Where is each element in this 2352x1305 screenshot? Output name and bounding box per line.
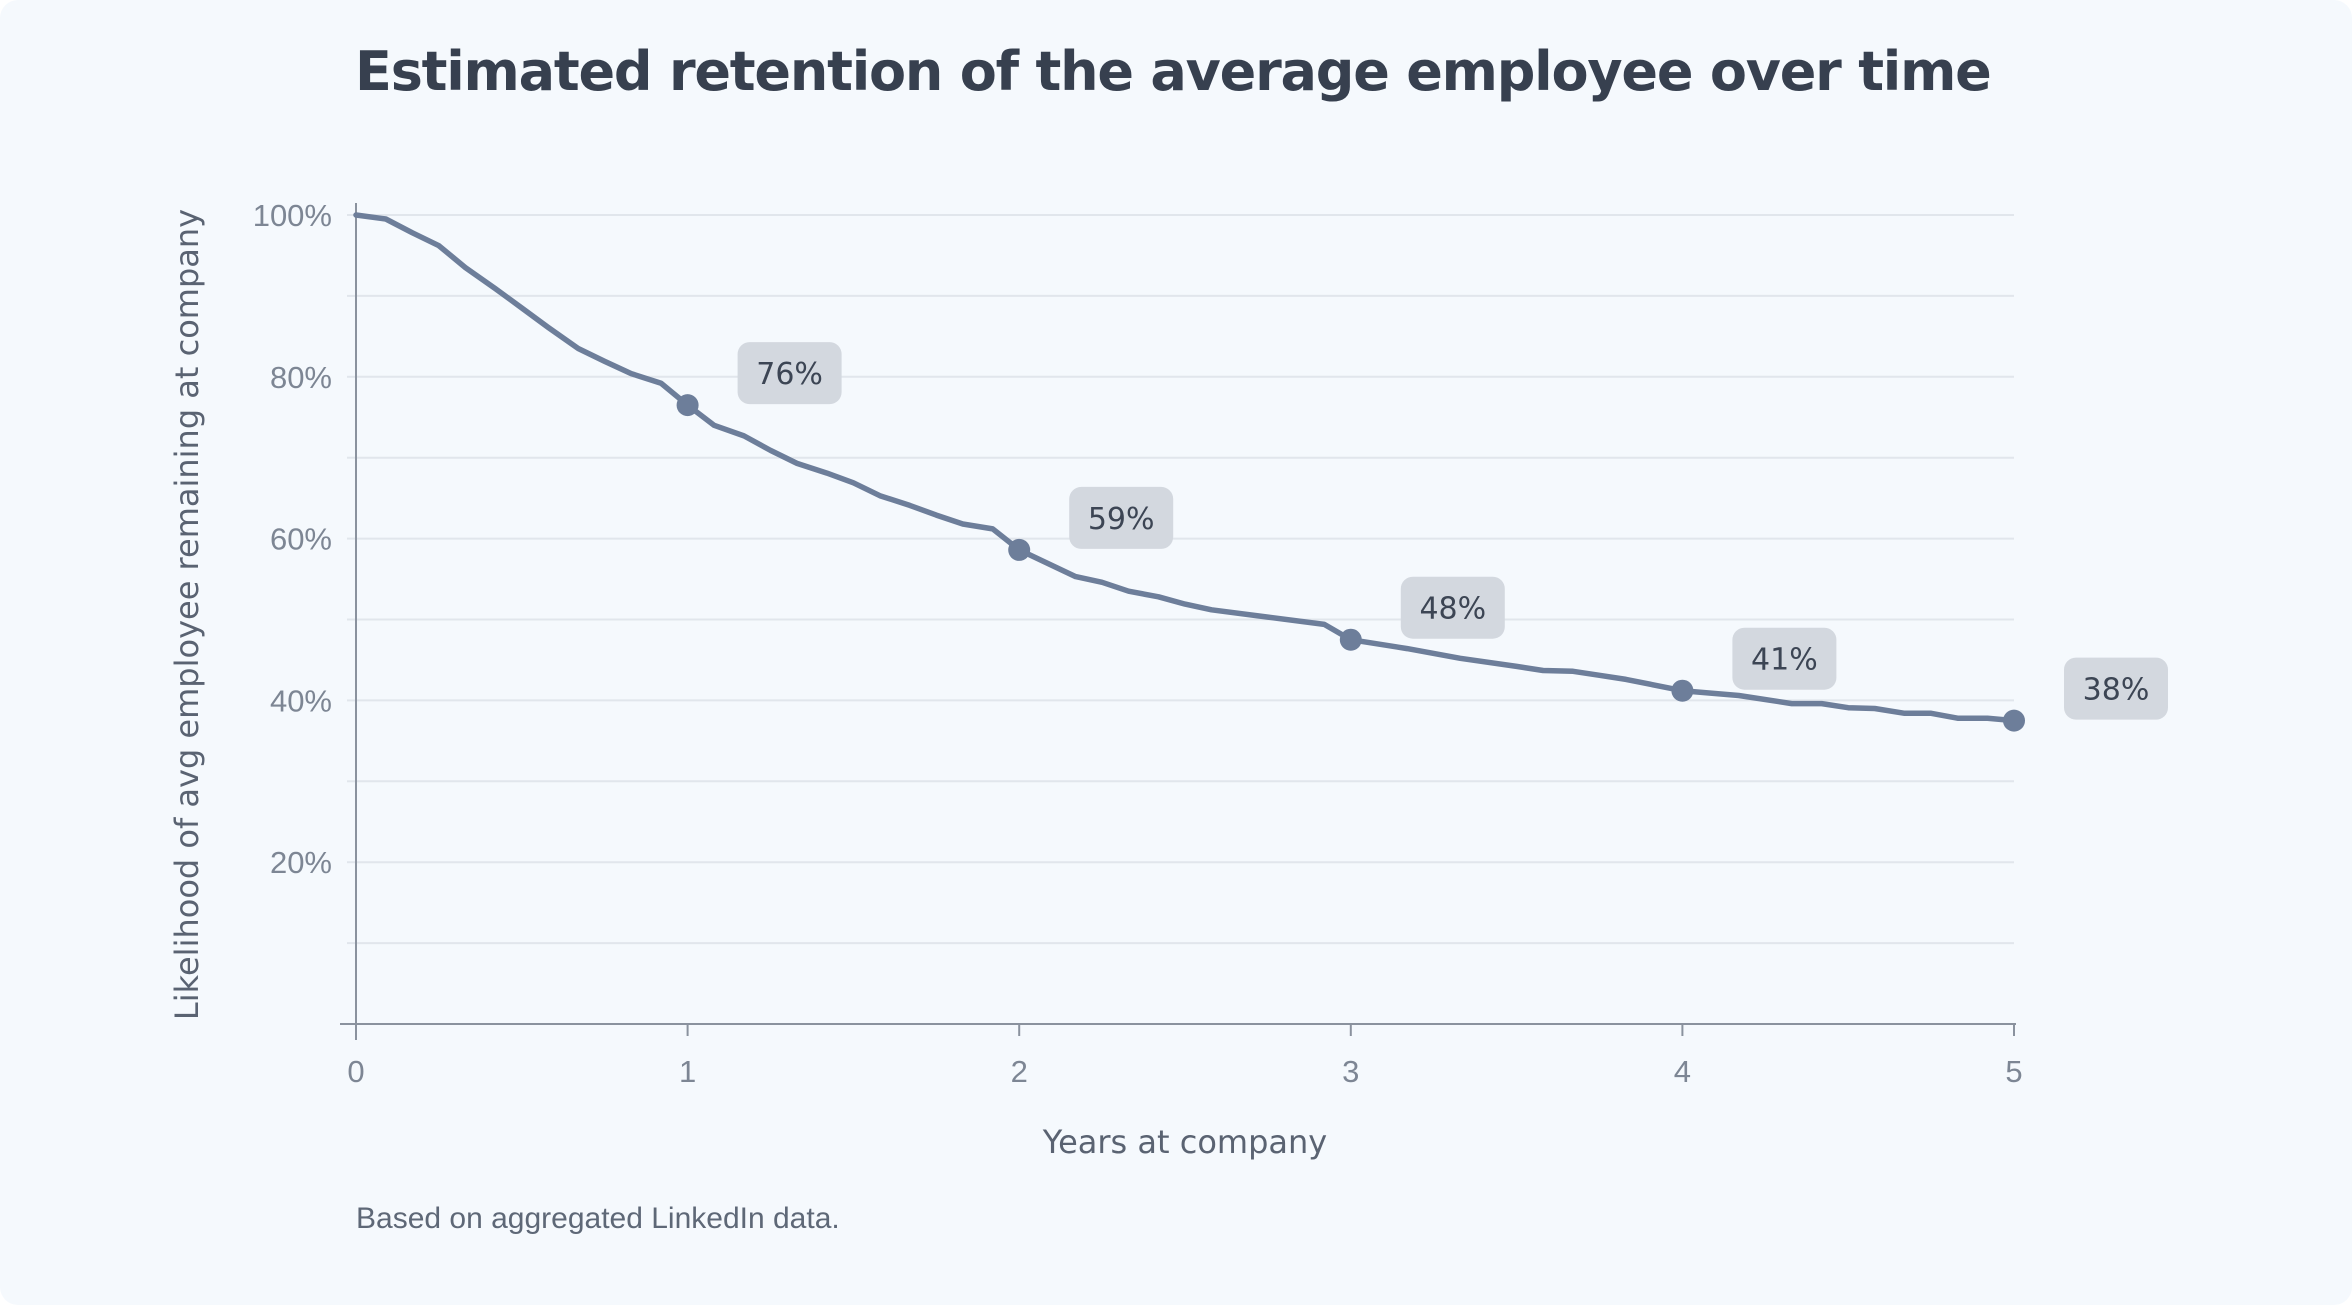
x-tick-label: 5 [2005,1054,2022,1089]
axes: 0 1 2 3 4 5 20% 40% 60% 80% 100% [253,198,2023,1089]
x-tick-label: 3 [1342,1054,1359,1089]
data-label-box [1732,627,1837,690]
chart-title: Estimated retention of the average emplo… [355,40,1992,103]
data-label: 59% [1088,502,1155,537]
data-label-box [737,342,842,405]
y-axis-title: Likelihood of avg employee remaining at … [168,209,206,1020]
data-label: 76% [756,357,823,392]
data-point [1008,538,1031,561]
x-axis-title: Years at company [1042,1123,1327,1161]
series-layer [353,212,2017,724]
data-label: 38% [2083,673,2150,708]
x-tick-label: 1 [679,1054,696,1089]
footnote: Based on aggregated LinkedIn data. [356,1202,840,1235]
data-point [1339,628,1362,651]
data-label-box [1069,486,1174,549]
series-line [353,212,2017,724]
y-tick-label: 40% [270,683,332,718]
highlight-points: 76% 59% 48% 41% 38% [676,342,2168,732]
data-point [1671,679,1694,702]
y-tick-label: 20% [270,845,332,880]
data-point [676,394,699,417]
gridlines [347,214,2014,945]
y-tick-label: 80% [270,360,332,395]
data-point [2003,709,2025,732]
y-tick-label: 60% [270,522,332,557]
data-label: 48% [1419,592,1486,627]
data-label-box [2064,657,2168,720]
x-tick-label: 4 [1674,1054,1691,1089]
x-tick-label: 2 [1011,1054,1028,1089]
x-tick-label: 0 [347,1054,364,1089]
data-label-box [1400,576,1505,639]
y-tick-label: 100% [253,198,332,233]
data-label: 41% [1751,643,1818,678]
